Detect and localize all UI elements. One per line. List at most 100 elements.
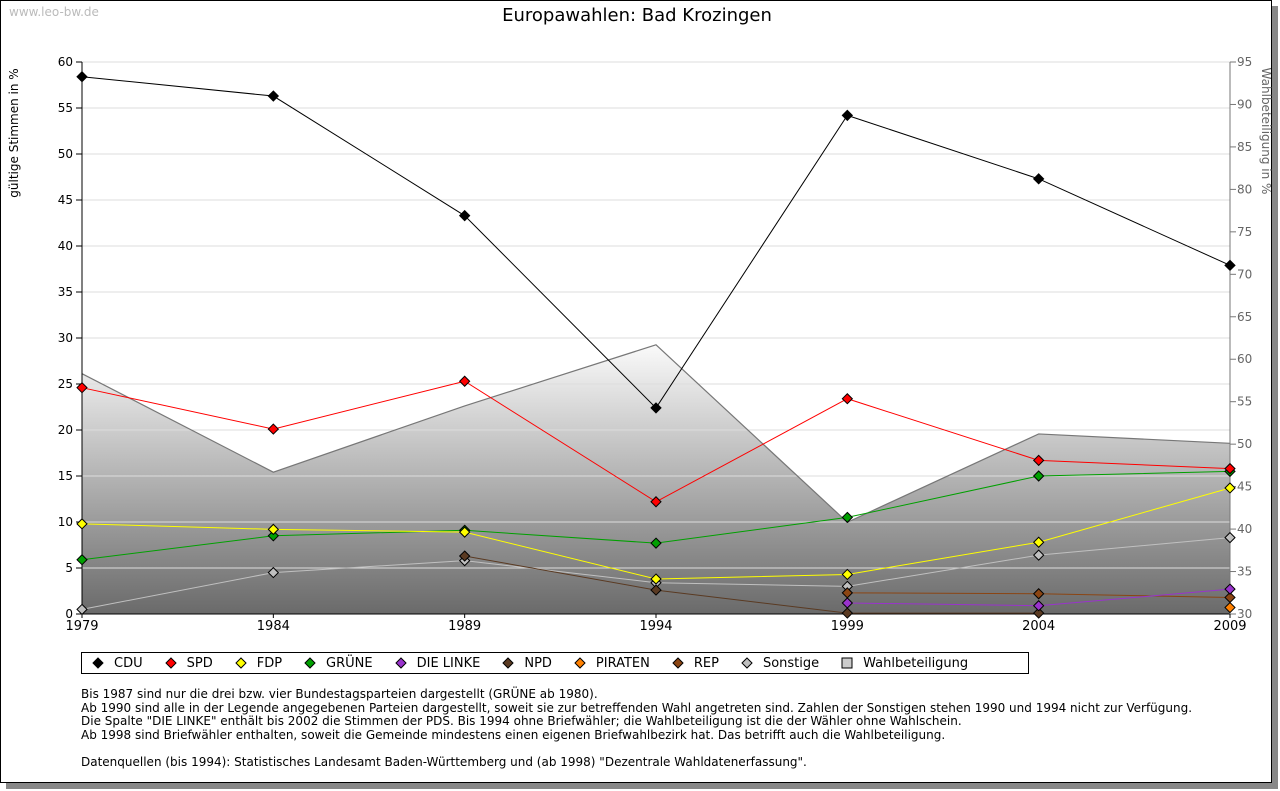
y2-tick-label: 70 [1237, 267, 1252, 281]
watermark: www.leo-bw.de [9, 5, 99, 19]
data-point-die-linke [841, 597, 854, 609]
data-point-sonstige [1224, 531, 1236, 544]
x-tick-label: 1989 [448, 619, 481, 634]
data-point-piraten [1224, 601, 1236, 614]
legend-marker [741, 657, 753, 669]
legend-item: NPD [502, 656, 552, 671]
data-point-spd [458, 375, 471, 387]
data-point-cdu [1032, 173, 1045, 185]
y-tick-label: 35 [58, 285, 73, 299]
data-point-cdu [76, 71, 88, 83]
chart-plot: 0 5 10 15 20 25 30 35 40 45 50 55 60 30 35 40 45 50 55 60 65… [7, 55, 1273, 634]
legend-label: Wahlbeteiligung [863, 655, 969, 671]
note-line: Ab 1998 sind Briefwähler enthalten, sowe… [81, 727, 946, 742]
y-tick-label: 15 [58, 469, 73, 483]
y-tick-label: 60 [58, 55, 73, 69]
y2-axis-label: Wahlbeteiligung in % [1259, 68, 1273, 195]
y2-tick-label: 60 [1237, 352, 1252, 366]
y2-tick-label: 95 [1237, 55, 1252, 69]
data-point-rep [1032, 588, 1045, 600]
data-point-cdu [841, 109, 854, 122]
x-tick-label: 1979 [65, 619, 98, 634]
legend-item: DIE LINKE [394, 655, 481, 671]
legend-label: FDP [256, 655, 283, 671]
y2-tick-label: 50 [1237, 437, 1252, 451]
y-tick-label: 25 [58, 377, 73, 391]
data-point-grüne [1032, 470, 1045, 482]
legend-item: SPD [164, 655, 213, 671]
legend-item: GRÜNE [304, 656, 373, 671]
data-point-fdp [1032, 536, 1045, 548]
data-point-spd [267, 423, 280, 435]
legend-item: CDU [92, 656, 143, 671]
y2-tick-label: 90 [1237, 97, 1252, 111]
y2-tick-label: 30 [1237, 607, 1252, 621]
note-line: Ab 1990 sind alle in der Legende angegeb… [81, 700, 1193, 715]
legend-marker [394, 657, 407, 669]
x-tick-label: 1994 [639, 619, 672, 634]
legend-marker [304, 657, 316, 669]
legend-swatch [841, 657, 853, 669]
data-point-cdu [458, 209, 471, 222]
y2-tick-label: 35 [1237, 565, 1252, 579]
y-tick-label: 45 [58, 193, 73, 207]
data-point-spd [1032, 454, 1045, 467]
legend-item: Wahlbeteiligung [841, 656, 968, 671]
note-line: Datenquellen (bis 1994): Statistisches L… [81, 754, 807, 769]
data-point-fdp [650, 573, 662, 585]
data-point-cdu [1224, 259, 1236, 272]
y2-tick-label: 80 [1237, 182, 1252, 196]
legend-label: Sonstige [762, 655, 820, 671]
legend-marker [92, 657, 104, 669]
x-tick-label: 1999 [831, 619, 864, 634]
y-tick-label: 0 [65, 607, 73, 621]
chart-title: Europawahlen: Bad Krozingen [502, 5, 772, 26]
note-line: Bis 1987 sind nur die drei bzw. vier Bun… [81, 687, 598, 701]
legend-label: REP [693, 655, 719, 671]
y2-tick-label: 85 [1237, 140, 1252, 154]
legend: CDU SPD FDP GRÜNE DIE LINKE NPD PIRATEN REP Sons… [81, 652, 1029, 674]
data-point-spd [841, 393, 854, 405]
data-point-grüne [267, 530, 280, 542]
y2-tick-label: 40 [1237, 522, 1252, 536]
notes: Bis 1987 sind nur die drei bzw. vier Bun… [81, 687, 1193, 769]
data-point-grüne [841, 511, 854, 524]
data-point-npd [650, 584, 662, 596]
y2-tick-label: 55 [1237, 395, 1252, 409]
data-point-fdp [267, 523, 280, 536]
data-point-npd [1032, 607, 1045, 619]
turnout-area [82, 344, 1230, 614]
legend-item: PIRATEN [574, 656, 650, 671]
data-point-grüne [76, 554, 88, 566]
legend-label: PIRATEN [595, 655, 650, 671]
legend-marker [164, 657, 177, 669]
legend-marker [235, 657, 247, 669]
y-tick-label: 20 [58, 423, 73, 437]
legend-label: DIE LINKE [416, 655, 481, 671]
note-line: Die Spalte "DIE LINKE" enthält bis 2002 … [81, 714, 962, 728]
data-point-fdp [841, 568, 854, 581]
data-point-spd [76, 381, 88, 394]
data-point-die-linke [1032, 600, 1045, 612]
data-point-npd [841, 607, 854, 619]
legend-label: NPD [524, 655, 552, 671]
y-tick-label: 10 [58, 515, 73, 529]
legend-label: GRÜNE [326, 655, 373, 671]
legend-label: SPD [186, 655, 213, 671]
data-point-spd [650, 496, 662, 508]
data-point-cdu [650, 402, 662, 414]
y-tick-label: 55 [58, 101, 73, 115]
x-tick-label: 2004 [1022, 619, 1055, 634]
data-point-grüne [650, 537, 662, 549]
y-tick-label: 50 [58, 147, 73, 161]
data-point-cdu [267, 90, 280, 102]
legend-marker [574, 657, 586, 669]
y2-tick-label: 45 [1237, 480, 1252, 494]
y-tick-label: 5 [65, 561, 73, 575]
y-axis-label: gültige Stimmen in % [7, 68, 21, 197]
data-point-fdp [458, 526, 471, 538]
note-line [81, 742, 1192, 756]
legend-item: Sonstige [741, 656, 819, 671]
data-point-sonstige [267, 566, 280, 579]
data-point-npd [458, 550, 471, 562]
